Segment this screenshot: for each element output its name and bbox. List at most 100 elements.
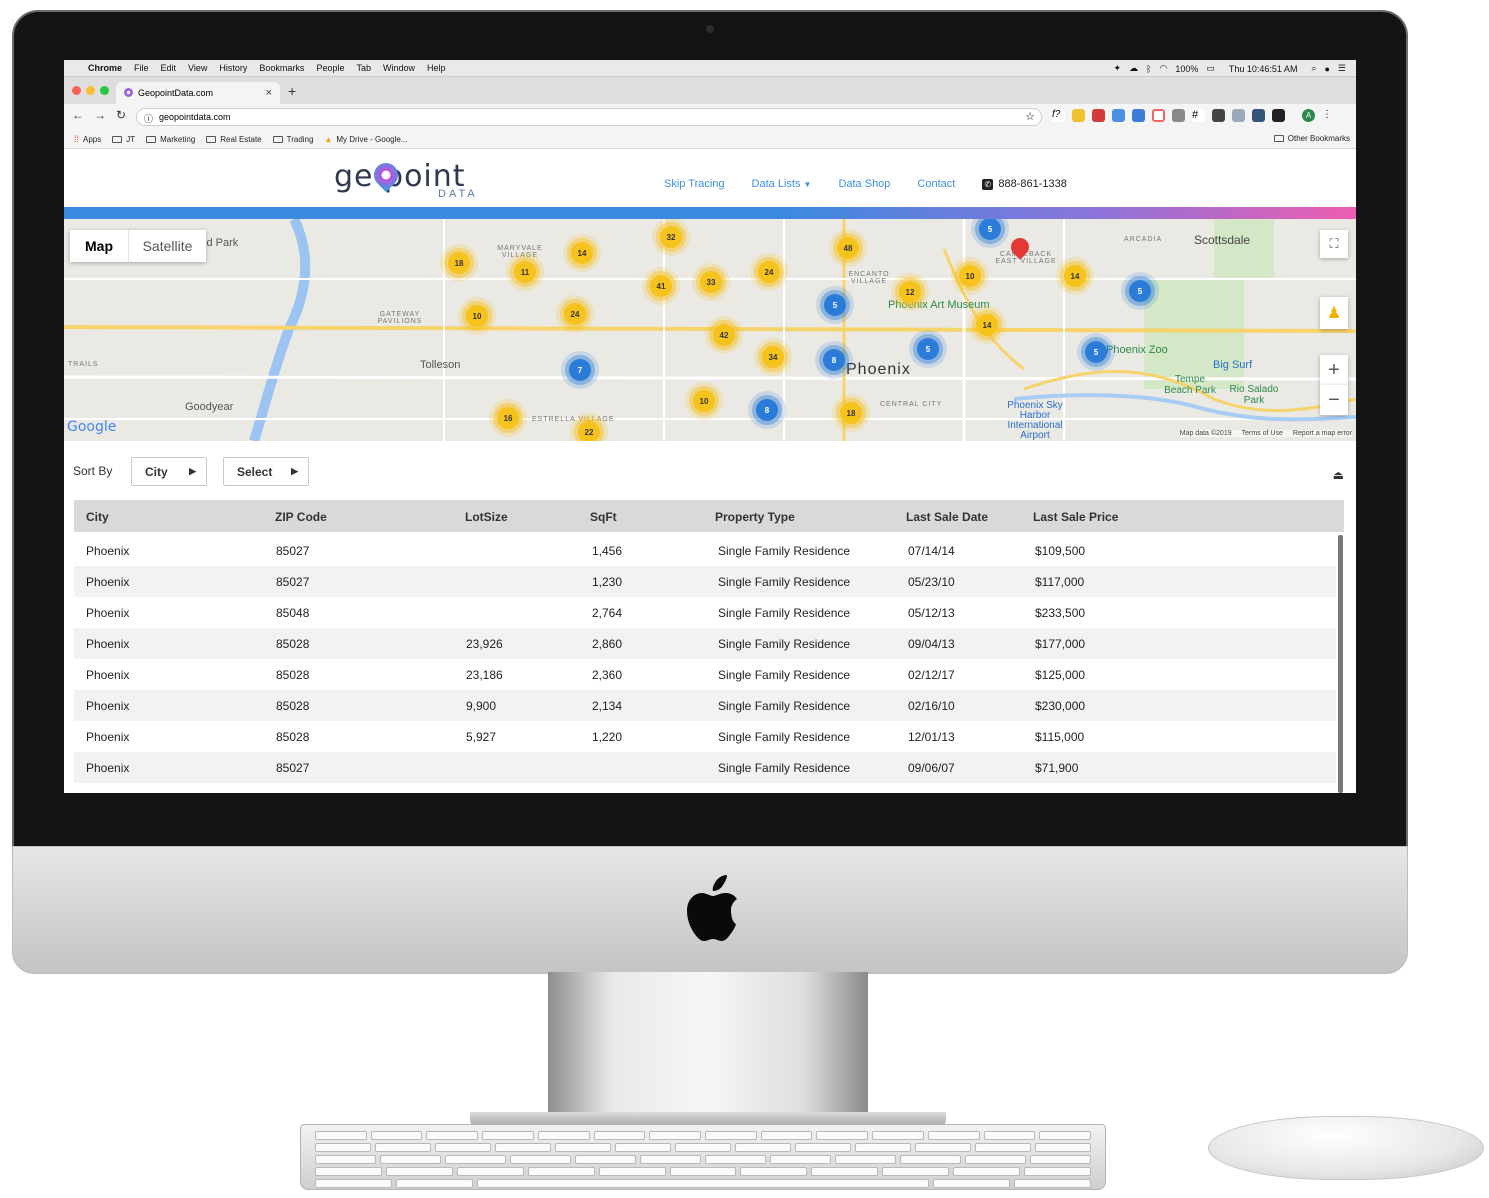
bookmark-trading[interactable]: Trading: [272, 135, 313, 144]
column-header-zip[interactable]: ZIP Code: [275, 510, 327, 524]
menu-people[interactable]: People: [316, 63, 345, 73]
column-header-lotsize[interactable]: LotSize: [465, 510, 508, 524]
sort-field-select[interactable]: City ▶: [131, 457, 207, 486]
check-extension-icon[interactable]: [1272, 109, 1285, 122]
map-cluster[interactable]: 24: [564, 303, 586, 325]
menu-edit[interactable]: Edit: [160, 63, 177, 73]
property-map[interactable]: ld Park MARYVALE VILLAGE ARCADIA Scottsd…: [64, 219, 1356, 441]
notification-center-icon[interactable]: ☰: [1337, 63, 1346, 73]
back-icon[interactable]: ←: [72, 108, 84, 122]
geopoint-logo[interactable]: ge point DATA: [334, 158, 484, 201]
table-scrollbar[interactable]: [1338, 535, 1343, 793]
map-cluster[interactable]: 48: [837, 237, 859, 259]
map-cluster[interactable]: 10: [959, 265, 981, 287]
minimize-window-icon[interactable]: [86, 86, 95, 95]
battery-icon[interactable]: ▭: [1206, 63, 1215, 73]
gmail-extension-icon[interactable]: [1212, 109, 1225, 122]
column-header-last-sale-date[interactable]: Last Sale Date: [906, 510, 989, 524]
map-type-map-button[interactable]: Map: [85, 238, 113, 254]
column-header-last-sale-price[interactable]: Last Sale Price: [1033, 510, 1119, 524]
map-cluster[interactable]: 18: [840, 402, 862, 424]
map-cluster[interactable]: 14: [1064, 265, 1086, 287]
nav-data-lists[interactable]: Data Lists ▼: [752, 178, 812, 190]
wifi-icon[interactable]: ◠: [1159, 63, 1168, 73]
map-type-satellite-button[interactable]: Satellite: [128, 230, 206, 262]
menu-app-name[interactable]: Chrome: [88, 63, 123, 73]
battery-level[interactable]: 100%: [1175, 63, 1199, 74]
table-row[interactable]: Phoenix 85028 23,186 2,360 Single Family…: [74, 659, 1336, 690]
map-cluster[interactable]: 5: [824, 294, 846, 316]
browser-tab[interactable]: GeopointData.com ×: [116, 82, 280, 104]
map-cluster[interactable]: 16: [497, 407, 519, 429]
new-tab-icon[interactable]: +: [288, 83, 297, 99]
map-cluster[interactable]: 18: [448, 252, 470, 274]
phone-number[interactable]: ✆ 888-861-1338: [982, 178, 1067, 190]
map-cluster[interactable]: 10: [693, 390, 715, 412]
wordpress-extension-icon[interactable]: [1252, 109, 1265, 122]
bookmark-apps[interactable]: ⁞⁞ Apps: [74, 134, 101, 144]
reload-icon[interactable]: ↻: [116, 108, 127, 122]
close-window-icon[interactable]: [72, 86, 81, 95]
map-cluster[interactable]: 42: [713, 324, 735, 346]
menu-view[interactable]: View: [188, 63, 208, 73]
function-extension-icon[interactable]: f?: [1052, 109, 1065, 122]
chrome-menu-icon[interactable]: ⋮: [1322, 109, 1332, 120]
table-row[interactable]: Phoenix 85027 1,230 Single Family Reside…: [74, 566, 1336, 597]
map-cluster[interactable]: 7: [569, 359, 591, 381]
map-cluster[interactable]: 5: [1085, 341, 1107, 363]
map-cluster[interactable]: 14: [976, 314, 998, 336]
map-cluster[interactable]: 24: [758, 261, 780, 283]
menu-window[interactable]: Window: [382, 63, 415, 73]
google-logo[interactable]: Google: [67, 419, 116, 435]
map-cluster[interactable]: 14: [571, 242, 593, 264]
table-row[interactable]: Phoenix 85028 23,926 2,860 Single Family…: [74, 628, 1336, 659]
map-cluster[interactable]: 41: [650, 275, 672, 297]
other-bookmarks[interactable]: Other Bookmarks: [1273, 134, 1350, 143]
dropbox-icon[interactable]: ✦: [1113, 63, 1122, 73]
map-cluster[interactable]: 8: [756, 399, 778, 421]
table-row[interactable]: Phoenix 85028 5,927 1,220 Single Family …: [74, 721, 1336, 752]
sort-order-select[interactable]: Select ▶: [223, 457, 309, 486]
map-cluster[interactable]: 22: [578, 421, 600, 441]
cloud-icon[interactable]: ☁: [1129, 63, 1139, 73]
tab-close-icon[interactable]: ×: [265, 87, 272, 99]
bookmark-real-estate[interactable]: Real Estate: [206, 135, 262, 144]
map-cluster[interactable]: 11: [514, 261, 536, 283]
bluetooth-icon[interactable]: ᛒ: [1146, 63, 1152, 74]
street-view-pegman-icon[interactable]: ♟: [1320, 297, 1348, 329]
map-cluster[interactable]: 5: [917, 338, 939, 360]
shield-extension-icon[interactable]: [1092, 109, 1105, 122]
table-row[interactable]: Phoenix 85028 9,900 2,134 Single Family …: [74, 690, 1336, 721]
bookmark-jt[interactable]: JT: [112, 135, 135, 144]
pen-extension-icon[interactable]: [1112, 109, 1125, 122]
bookmark-my-drive[interactable]: ▲ My Drive - Google...: [324, 135, 407, 144]
map-cluster[interactable]: 5: [1129, 280, 1151, 302]
zoom-in-icon[interactable]: +: [1320, 355, 1348, 385]
menu-history[interactable]: History: [219, 63, 248, 73]
translate-extension-icon[interactable]: [1132, 109, 1145, 122]
map-cluster[interactable]: 8: [823, 349, 845, 371]
bookmark-star-icon[interactable]: ☆: [1025, 111, 1035, 123]
map-cluster[interactable]: 10: [466, 305, 488, 327]
map-cluster[interactable]: 34: [762, 346, 784, 368]
column-header-property-type[interactable]: Property Type: [715, 510, 795, 524]
info-icon[interactable]: ⓘ: [144, 114, 154, 124]
column-header-sqft[interactable]: SqFt: [590, 510, 617, 524]
terms-of-use-link[interactable]: Terms of Use: [1241, 430, 1283, 437]
zoom-out-icon[interactable]: −: [1320, 385, 1348, 415]
bookmark-marketing[interactable]: Marketing: [146, 135, 195, 144]
table-row[interactable]: Phoenix 85048 2,764 Single Family Reside…: [74, 597, 1336, 628]
map-cluster[interactable]: 32: [660, 226, 682, 248]
notes-extension-icon[interactable]: [1072, 109, 1085, 122]
hash-extension-icon[interactable]: #: [1192, 109, 1205, 122]
profile-avatar[interactable]: A: [1302, 109, 1315, 122]
nav-skip-tracing[interactable]: Skip Tracing: [664, 178, 725, 190]
table-row[interactable]: Phoenix 85027 Single Family Residence 09…: [74, 752, 1336, 783]
spotlight-icon[interactable]: ⌕: [1311, 63, 1317, 73]
map-cluster[interactable]: 12: [899, 281, 921, 303]
report-map-error-link[interactable]: Report a map error: [1292, 430, 1352, 437]
drive-extension-icon[interactable]: [1172, 109, 1185, 122]
address-bar[interactable]: ⓘ geopointdata.com ☆: [136, 108, 1042, 126]
map-cluster[interactable]: 33: [700, 271, 722, 293]
table-row[interactable]: Phoenix 85027 1,456 Single Family Reside…: [74, 535, 1336, 566]
